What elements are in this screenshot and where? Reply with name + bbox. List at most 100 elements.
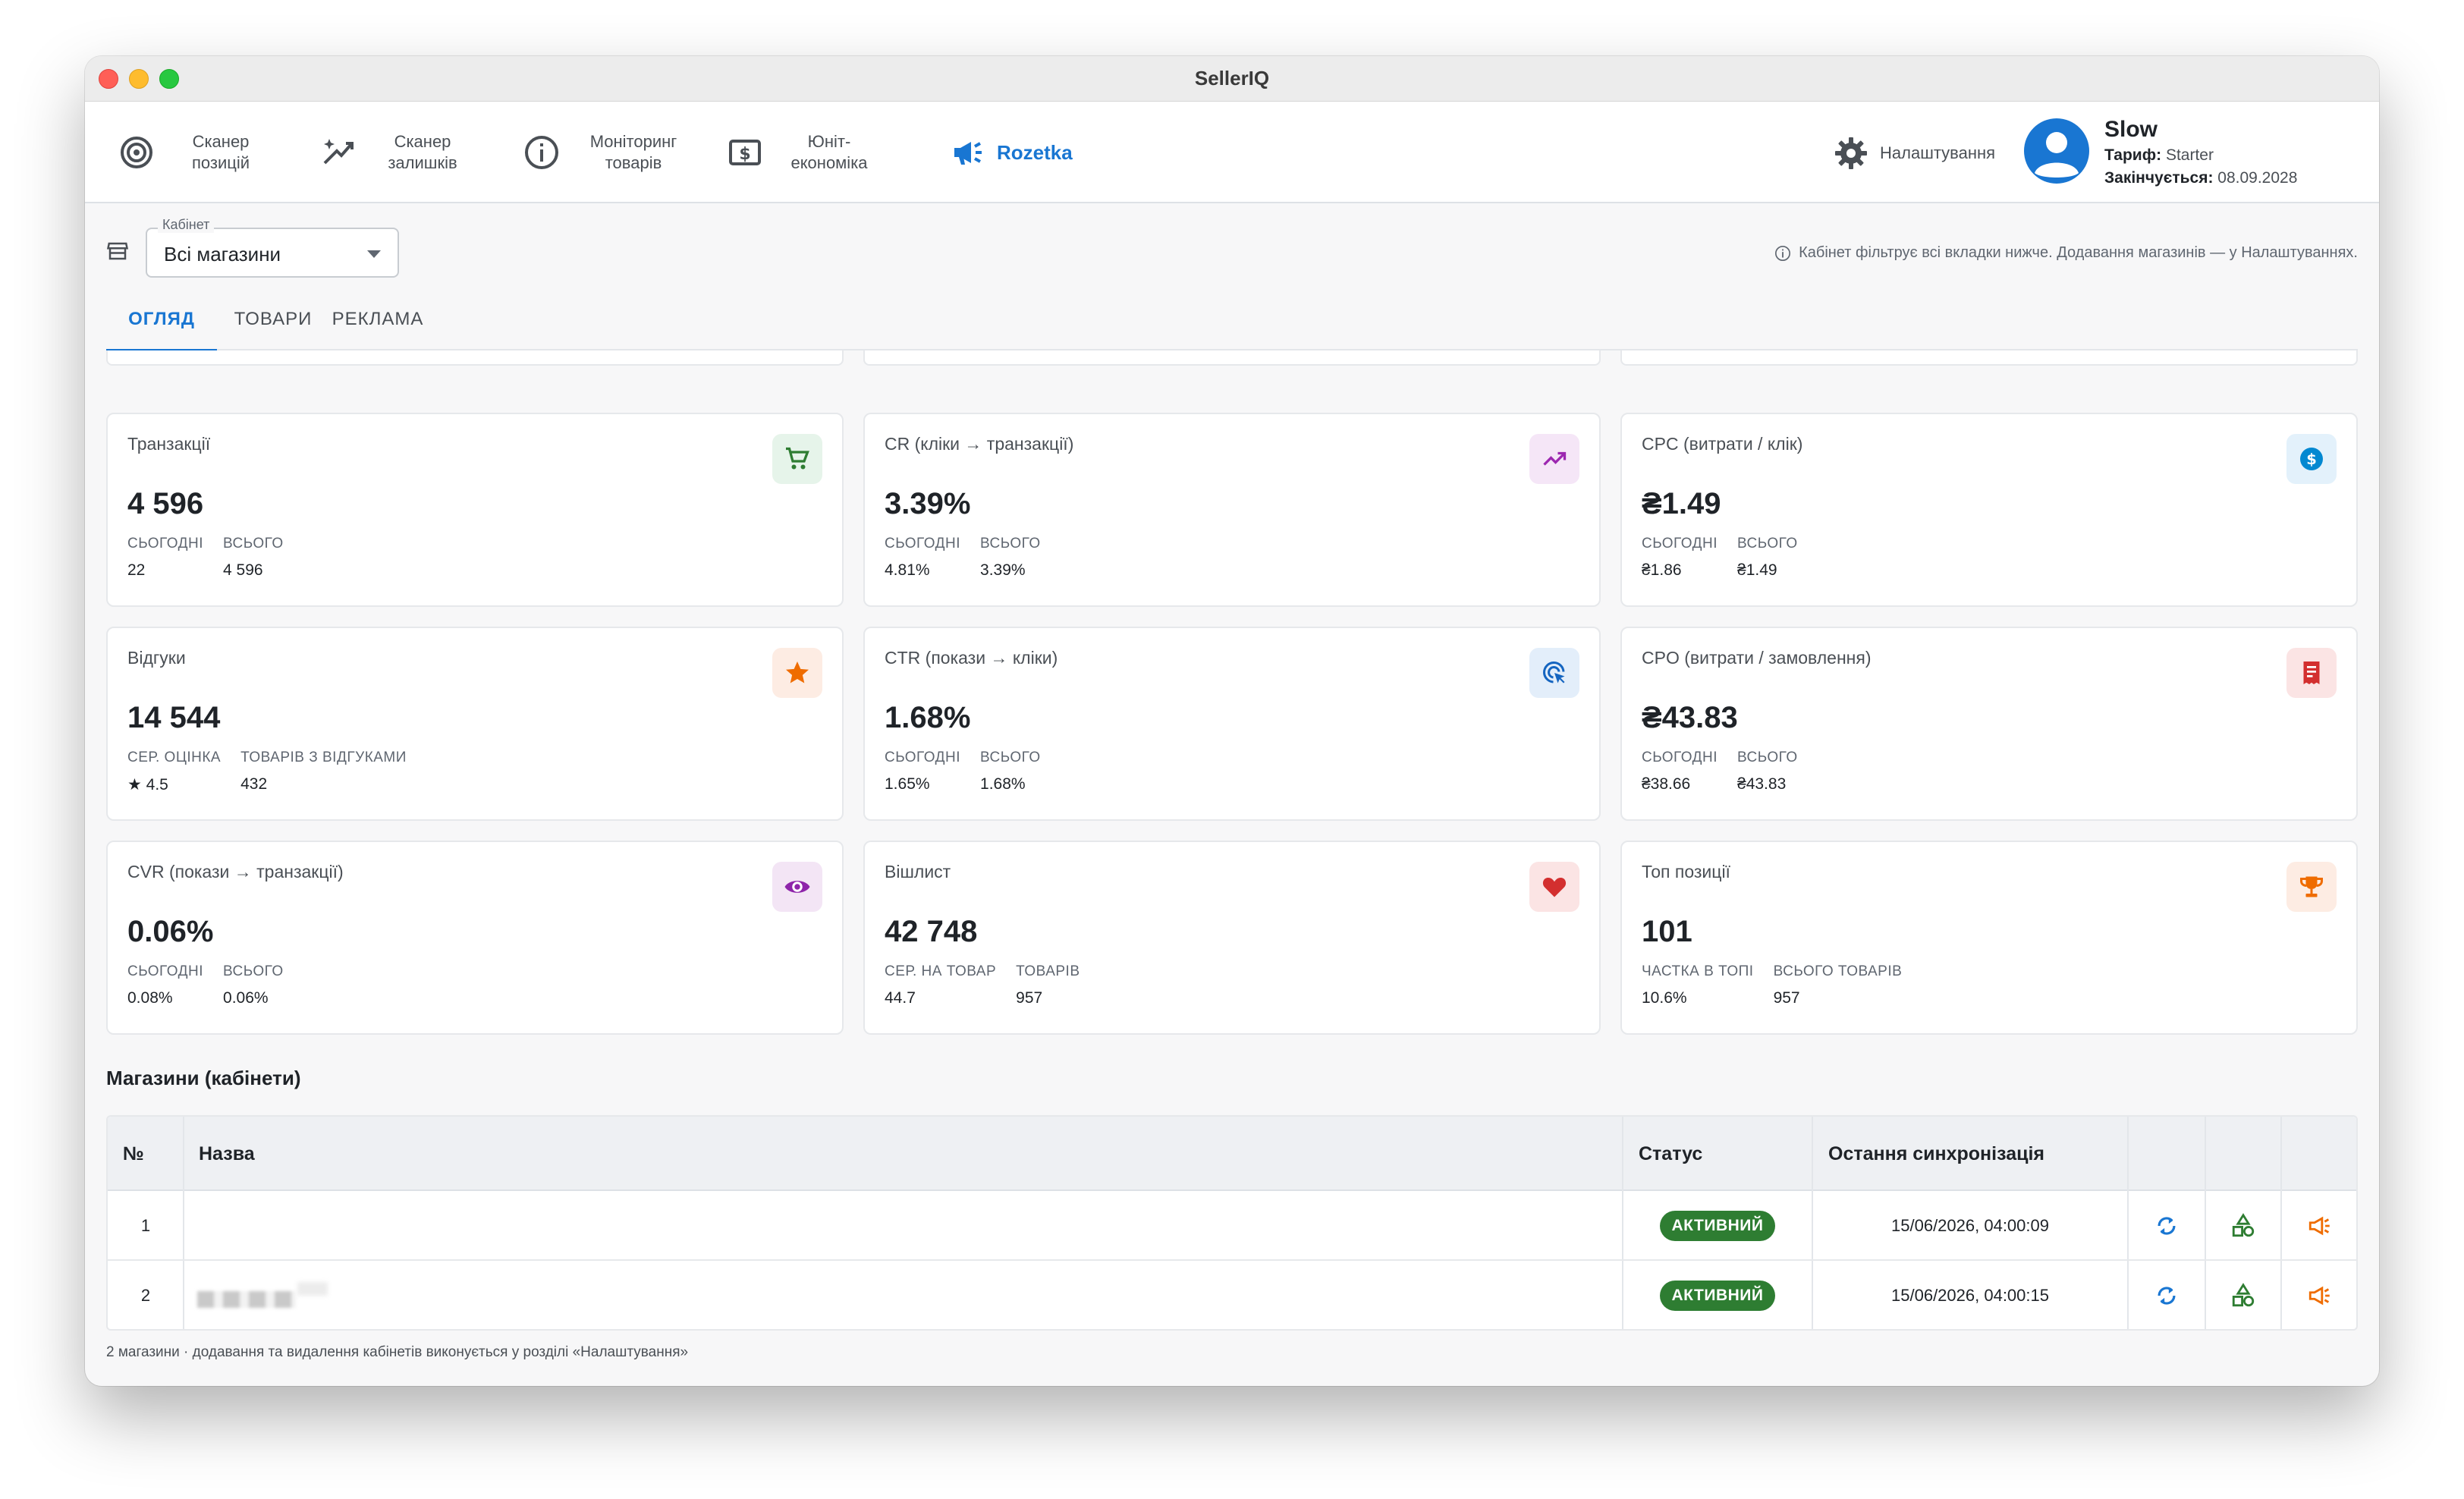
card-subvalues: Сьогодні ₴38.66 Всього ₴43.83 bbox=[1642, 750, 1798, 793]
card-value: ₴1.49 bbox=[1642, 487, 1721, 520]
metric-card-top-positions: Топ позиції 101 Частка в топі 10.6% Всьог… bbox=[1620, 841, 2358, 1035]
card-subvalues: Сер. на товар 44.7 Товарів 957 bbox=[885, 963, 1080, 1007]
card-value: 3.39% bbox=[885, 487, 971, 520]
info-icon bbox=[1775, 245, 1791, 261]
card-value: 1.68% bbox=[885, 701, 971, 734]
sub-metric: Всього 4 596 bbox=[223, 536, 284, 579]
receipt-icon bbox=[2303, 662, 2320, 684]
minimize-window-button[interactable] bbox=[129, 69, 149, 89]
sub-metric: Всього ₴43.83 bbox=[1737, 750, 1798, 793]
cabinet-select[interactable]: Кабінет Всі магазини bbox=[146, 217, 399, 278]
sub-metric: Товарів 957 bbox=[1016, 963, 1080, 1007]
ads-button[interactable] bbox=[2282, 1261, 2356, 1329]
sub-metric: Товарів з відгуками 432 bbox=[240, 750, 407, 793]
nav-label: Моніторинг товарів bbox=[589, 132, 677, 172]
sub-metric: Всього 0.06% bbox=[223, 963, 284, 1007]
card-icon-box: $ bbox=[2286, 434, 2337, 484]
nav-unit-economics[interactable]: $ Юніт- економіка bbox=[727, 102, 878, 203]
refresh-icon bbox=[2158, 1287, 2176, 1305]
tab-products[interactable]: ТОВАРИ bbox=[234, 309, 313, 329]
products-button[interactable] bbox=[2206, 1191, 2280, 1261]
cabinet-selected-value: Всі магазини bbox=[164, 243, 281, 266]
trending-up-icon bbox=[1543, 451, 1567, 466]
metric-card-wishlist: Вішлист 42 748 Сер. на товар 44.7 Товарів… bbox=[863, 841, 1601, 1035]
metric-card-cr: CR (кліки → транзакції) 3.39% Сьогодні 4.… bbox=[863, 413, 1601, 607]
settings-button[interactable]: Налаштування bbox=[1833, 135, 1995, 171]
maximize-window-button[interactable] bbox=[159, 69, 179, 89]
stores-footnote: 2 магазини · додавання та видалення кабі… bbox=[106, 1344, 689, 1360]
nav-label: Rozetka bbox=[997, 141, 1073, 164]
card-stub bbox=[106, 350, 844, 366]
metric-card-reviews: Відгуки 14 544 Сер. оцінка ★ 4.5 Товарів … bbox=[106, 627, 844, 821]
column-divider bbox=[1812, 1117, 1813, 1329]
cabinet-hint: Кабінет фільтрує всі вкладки нижче. Дода… bbox=[1774, 244, 2358, 262]
column-header-num[interactable]: № bbox=[123, 1142, 144, 1164]
column-divider bbox=[2280, 1117, 2282, 1329]
sub-metric: Сер. оцінка ★ 4.5 bbox=[127, 750, 222, 793]
sub-metric: Сьогодні 22 bbox=[127, 536, 204, 579]
nav-label: Юніт- економіка bbox=[790, 132, 868, 172]
sync-button[interactable] bbox=[2129, 1191, 2205, 1261]
sub-metric: Частка в топі 10.6% bbox=[1642, 963, 1754, 1007]
card-value: 14 544 bbox=[127, 701, 221, 734]
card-stub bbox=[863, 350, 1601, 366]
nav-stock-scanner[interactable]: Сканер залишків bbox=[320, 102, 472, 203]
card-title: CPC (витрати / клік) bbox=[1642, 434, 1803, 454]
nav-rozetka[interactable]: Rozetka bbox=[950, 102, 1073, 203]
user-info: Slow Тариф: Starter Закінчується: 08.09.… bbox=[2104, 115, 2355, 190]
card-icon-box bbox=[772, 648, 822, 698]
nav-label: Сканер залишків bbox=[388, 132, 457, 172]
sub-metric: Сьогодні ₴1.86 bbox=[1642, 536, 1718, 579]
card-icon-box bbox=[1529, 862, 1579, 912]
card-stub bbox=[1620, 350, 2358, 366]
sync-button[interactable] bbox=[2129, 1261, 2205, 1329]
nav-product-monitoring[interactable]: Моніторинг товарів bbox=[523, 102, 690, 203]
card-subvalues: Сер. оцінка ★ 4.5 Товарів з відгуками 432 bbox=[127, 750, 407, 794]
nav-label: Сканер позицій bbox=[191, 132, 250, 172]
sync-time: 15/06/2026, 04:00:09 bbox=[1891, 1216, 2049, 1235]
card-subvalues: Сьогодні 22 Всього 4 596 bbox=[127, 536, 284, 580]
card-title: CTR (покази → кліки) bbox=[885, 648, 1058, 668]
tab-ads[interactable]: РЕКЛАМА bbox=[332, 309, 424, 329]
card-subvalues: Сьогодні 0.08% Всього 0.06% bbox=[127, 963, 284, 1007]
sub-metric: Сер. на товар 44.7 bbox=[885, 963, 997, 1007]
column-header-sync[interactable]: Остання синхронізація bbox=[1828, 1142, 2044, 1164]
table-row[interactable]: 2 АКТИВНИЙ 15/06/2026, 04:00:15 bbox=[108, 1261, 2356, 1329]
card-subvalues: Сьогодні ₴1.86 Всього ₴1.49 bbox=[1642, 536, 1798, 580]
cabinet-hint-text: Кабінет фільтрує всі вкладки нижче. Дода… bbox=[1799, 244, 2358, 261]
card-title: Відгуки bbox=[127, 648, 186, 668]
metric-card-ctr: CTR (покази → кліки) 1.68% Сьогодні 1.65%… bbox=[863, 627, 1601, 821]
card-icon-box bbox=[2286, 648, 2337, 698]
column-header-status[interactable]: Статус bbox=[1639, 1142, 1703, 1164]
sub-metric: Всього 3.39% bbox=[980, 536, 1041, 579]
card-value: 4 596 bbox=[127, 487, 204, 520]
avatar[interactable] bbox=[2024, 118, 2089, 184]
tab-overview[interactable]: ОГЛЯД bbox=[106, 288, 217, 352]
cabinet-legend: Кабінет bbox=[158, 217, 215, 233]
sync-time: 15/06/2026, 04:00:15 bbox=[1891, 1286, 2049, 1305]
sub-metric: Сьогодні 4.81% bbox=[885, 536, 961, 579]
card-subvalues: Сьогодні 1.65% Всього 1.68% bbox=[885, 750, 1041, 793]
table-row[interactable]: 1 АКТИВНИЙ 15/06/2026, 04:00:09 bbox=[108, 1191, 2356, 1296]
row-number: 1 bbox=[140, 1216, 151, 1235]
megaphone-icon bbox=[954, 142, 982, 165]
products-button[interactable] bbox=[2206, 1261, 2280, 1329]
close-window-button[interactable] bbox=[99, 69, 118, 89]
card-value: ₴43.83 bbox=[1642, 701, 1738, 734]
card-value: 101 bbox=[1642, 915, 1692, 948]
column-header-name[interactable]: Назва bbox=[199, 1142, 255, 1164]
status-badge: АКТИВНИЙ bbox=[1659, 1281, 1776, 1311]
app-window: SellerIQ Сканер позицій Сканер залишків bbox=[85, 56, 2379, 1386]
sub-metric: Сьогодні 0.08% bbox=[127, 963, 204, 1007]
cabinet-filter-row: Кабінет Всі магазини Кабінет фільтрує вс… bbox=[85, 205, 2379, 288]
sub-metric: Сьогодні 1.65% bbox=[885, 750, 961, 793]
sparkle-wand-icon bbox=[323, 139, 354, 165]
metric-card-cpc: CPC (витрати / клік) $ ₴1.49 Сьогодні ₴1.… bbox=[1620, 413, 2358, 607]
card-title: CVR (покази → транзакції) bbox=[127, 862, 344, 881]
metric-card-cpo: CPO (витрати / замовлення) ₴43.83 Сьогод… bbox=[1620, 627, 2358, 821]
redacted-store-name bbox=[197, 1291, 296, 1308]
card-icon-box bbox=[1529, 434, 1579, 484]
nav-position-scanner[interactable]: Сканер позицій bbox=[118, 102, 270, 203]
ads-button[interactable] bbox=[2282, 1191, 2356, 1261]
card-icon-box bbox=[1529, 648, 1579, 698]
